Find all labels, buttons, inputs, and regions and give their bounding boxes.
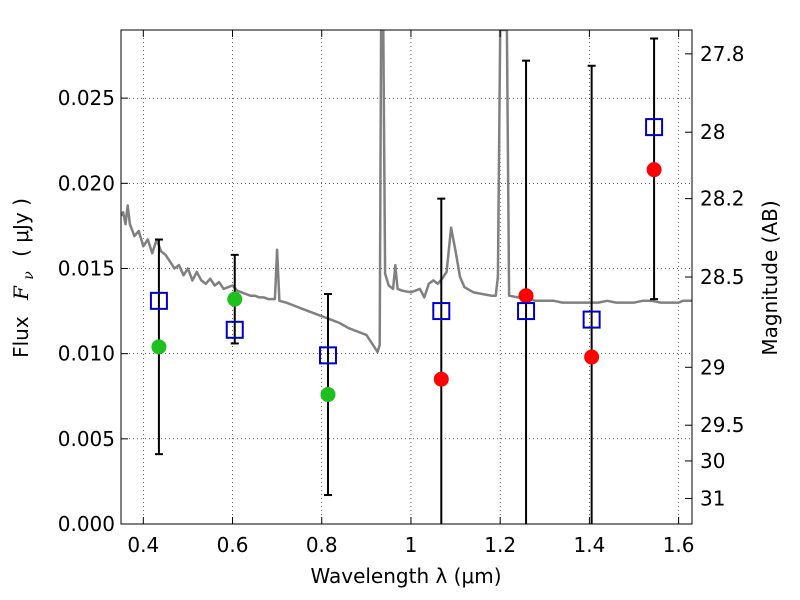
green-data-point: [320, 387, 336, 403]
y-axis-label: Flux F ν ( μJy ): [9, 198, 38, 358]
x-tick-label: 1: [405, 533, 418, 557]
magnitude-tick-label: 31: [700, 486, 725, 510]
magnitude-axis-label: Magnitude (AB): [758, 200, 782, 355]
red-data-point: [584, 349, 600, 365]
green-data-point: [151, 339, 167, 355]
magnitude-tick-label: 29.5: [700, 413, 745, 437]
grid-lines: [121, 30, 692, 525]
blue-model-square: [582, 310, 601, 329]
green-data-point: [227, 291, 243, 307]
magnitude-tick-label: 28.5: [700, 265, 745, 289]
x-tick-label: 0.4: [127, 533, 159, 557]
blue-model-square: [318, 346, 337, 365]
blue-model-square: [149, 291, 168, 310]
axes: 0.4 0.6 0.8 1 1.2 1.4 1.6 0.000 0.005 0.010 0.015 0…: [58, 30, 745, 557]
magnitude-tick-label: 29: [700, 355, 725, 379]
magnitude-tick-label: 27.8: [700, 42, 745, 66]
plot-area: [121, 30, 692, 524]
y-tick-label: 0.015: [58, 256, 115, 280]
y-tick-label: 0.010: [58, 342, 115, 366]
y-tick-label: 0.025: [58, 86, 115, 110]
red-data-point: [646, 162, 662, 178]
y-axis-label-subscript: ν: [21, 271, 37, 280]
x-tick-label: 0.6: [217, 533, 249, 557]
y-axis-label-flux: Flux: [9, 316, 33, 358]
magnitude-tick-label: 30: [700, 449, 725, 473]
magnitude-tick-label: 28: [700, 120, 725, 144]
blue-model-square: [225, 320, 244, 339]
y-axis-label-symbol: F: [9, 285, 33, 301]
y-axis-label-unit: ( μJy ): [9, 198, 33, 257]
x-tick-label: 1.2: [484, 533, 516, 557]
x-tick-label: 1.4: [573, 533, 605, 557]
magnitude-tick-label: 28.2: [700, 187, 745, 211]
x-tick-label: 1.6: [663, 533, 695, 557]
x-axis-label: Wavelength λ (μm): [310, 564, 501, 588]
plot-frame: [120, 29, 693, 525]
y-tick-label: 0.000: [58, 512, 115, 536]
blue-model-square: [432, 302, 451, 321]
x-tick-label: 0.8: [306, 533, 338, 557]
y-tick-label: 0.020: [58, 171, 115, 195]
blue-model-square: [645, 118, 664, 137]
red-data-point: [433, 371, 449, 387]
blue-model-square: [517, 302, 536, 321]
y-tick-label: 0.005: [58, 427, 115, 451]
spectrum-line: [121, 30, 692, 354]
red-data-point: [518, 288, 534, 304]
